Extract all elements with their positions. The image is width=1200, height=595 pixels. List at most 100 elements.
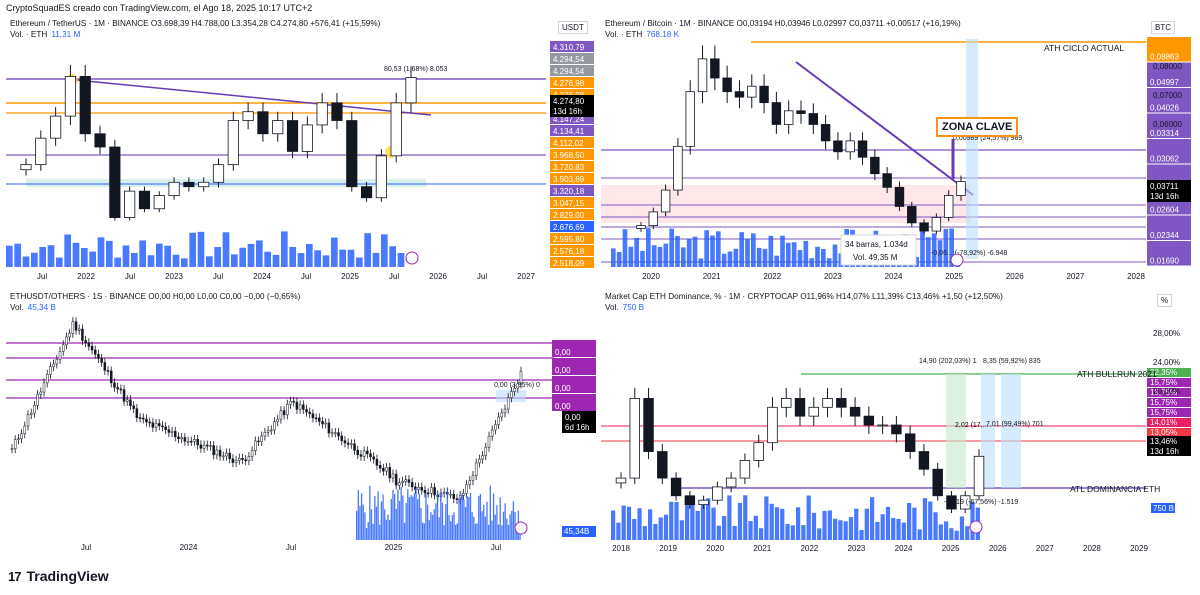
x-tick-label: 2023: [165, 272, 183, 281]
eth-dominance-candle-body: [725, 477, 737, 488]
x-tick-label: 2026: [989, 544, 1007, 553]
eth-others-body: [154, 423, 158, 428]
eth-usdt-chart[interactable]: 4.310,794.294,544.294,544.276,984.276,98…: [6, 17, 596, 285]
volume-bar: [440, 492, 442, 540]
eth-others-body: [305, 409, 308, 413]
volume-bar: [768, 235, 774, 267]
price-label-bg: [550, 173, 594, 184]
panel-eth-btc[interactable]: 0,088630,049970,040260,033140,030620,029…: [601, 17, 1194, 285]
volume-bar: [745, 239, 750, 267]
eth-others-body: [481, 455, 484, 460]
currency-unit[interactable]: USDT: [558, 21, 588, 34]
volume-bar: [397, 489, 399, 540]
eth-btc-chart[interactable]: 0,088630,049970,040260,033140,030620,029…: [601, 17, 1194, 285]
volume-bar: [64, 234, 71, 267]
eth-usdt-candle-body: [242, 111, 254, 121]
measure-label: 2,02 (17,...: [955, 422, 989, 429]
panel-eth-others[interactable]: 0,00 0,00 0,00 0,00 0,00 6d 16h 0,00 (3,95%) 0…: [6, 290, 596, 558]
eth-usdt-candle-body: [168, 181, 180, 196]
volume-tag: 750 B: [1153, 504, 1174, 513]
eth-others-body: [388, 467, 391, 479]
volume-bar: [408, 497, 411, 540]
eth-others-body: [471, 475, 475, 481]
volume-bar: [791, 242, 797, 267]
volume-bar: [365, 528, 368, 540]
volume-value: 768,18 K: [646, 30, 680, 39]
x-tick-label: Jul: [81, 543, 91, 552]
volume-bar: [815, 246, 820, 267]
eth-others-body: [346, 442, 350, 445]
x-tick-label: 2019: [659, 544, 677, 553]
volume-label: Vol.: [10, 303, 24, 312]
eth-others-body: [474, 462, 478, 476]
currency-unit[interactable]: BTC: [1151, 21, 1175, 34]
price-label-bg: [1147, 398, 1191, 407]
eth-others-body: [199, 444, 203, 449]
eth-others-body: [183, 437, 187, 442]
eth-btc-candle-body: [857, 140, 868, 158]
volume-bar: [433, 509, 435, 540]
panel-eth-dominance[interactable]: 22,35% 15,75% 15,75% 15,75% 15,75% 14,01% 13,0…: [601, 290, 1194, 558]
tradingview-footer[interactable]: 17 TradingView: [8, 568, 109, 584]
eth-others-body: [353, 443, 356, 451]
volume-bar: [727, 495, 732, 540]
volume-bar: [970, 502, 975, 540]
x-tick-label: 2023: [848, 544, 866, 553]
panel-eth-usdt[interactable]: 4.310,794.294,544.294,544.276,984.276,98…: [6, 17, 596, 285]
chart-caption: CryptoSquadES creado con TradingView.com…: [6, 3, 313, 13]
eth-others-body: [257, 440, 260, 443]
volume-bar: [507, 524, 510, 540]
volume-bar: [864, 508, 869, 540]
eth-others-body: [279, 410, 283, 420]
volume-bar: [413, 493, 416, 540]
eth-dominance-chart[interactable]: 22,35%15,75%15,75%15,75%15,75%14,01%13,0…: [601, 290, 1194, 558]
eth-dominance-candle-body: [822, 398, 833, 408]
price-label-bg: [552, 376, 596, 393]
eth-others-body: [20, 433, 23, 439]
volume-bar: [474, 523, 477, 540]
volume-bar: [640, 250, 645, 267]
volume-bar: [389, 246, 396, 267]
volume-bar: [264, 251, 271, 267]
volume-bar: [698, 258, 704, 267]
percent-unit[interactable]: %: [1157, 294, 1173, 307]
measure-zone: [1001, 374, 1021, 488]
x-tick-label: Jul: [301, 272, 311, 281]
eth-others-body: [29, 412, 33, 415]
eth-others-body: [484, 446, 488, 456]
volume-bar: [489, 485, 491, 540]
x-tick-label: 2026: [429, 272, 447, 281]
eth-others-body: [132, 405, 135, 409]
price-label: 3.047,15: [553, 199, 585, 208]
volume-bar: [479, 493, 482, 540]
eth-others-body: [17, 438, 20, 441]
x-tick-label: 2022: [800, 544, 818, 553]
volume-bar: [362, 504, 364, 540]
volume-bar: [685, 498, 690, 540]
volume-bar: [322, 255, 330, 267]
eth-dominance-candle-body: [753, 442, 764, 461]
volume-bar: [456, 523, 458, 540]
volume-bar: [14, 243, 21, 267]
volume-bar: [400, 486, 402, 540]
measure-label: 7,01 (99,49%) 701: [986, 421, 1044, 428]
volume-bar: [415, 488, 417, 540]
price-label: 4.147,24: [553, 115, 585, 124]
volume-bar: [164, 245, 171, 267]
price-label: 2.518,09: [553, 259, 585, 268]
volume-bar: [478, 496, 480, 540]
panel-title: ETHUSDT/OTHERS · 1S · BINANCE O0,00 H0,0…: [10, 292, 301, 301]
eth-others-body: [231, 458, 235, 463]
volume-bar: [669, 228, 674, 267]
eth-btc-candle-body: [648, 211, 659, 227]
volume-value: 45,34 B: [27, 303, 56, 312]
eth-usdt-candle-body: [405, 77, 417, 104]
eth-btc-candle-body: [673, 145, 683, 191]
price-label-bg: [1147, 113, 1191, 138]
volume-bar: [443, 525, 445, 540]
eth-others-body: [212, 445, 215, 456]
eth-others-body: [516, 383, 520, 389]
eth-btc-candle-body: [734, 91, 745, 98]
volume-bar: [425, 493, 427, 540]
